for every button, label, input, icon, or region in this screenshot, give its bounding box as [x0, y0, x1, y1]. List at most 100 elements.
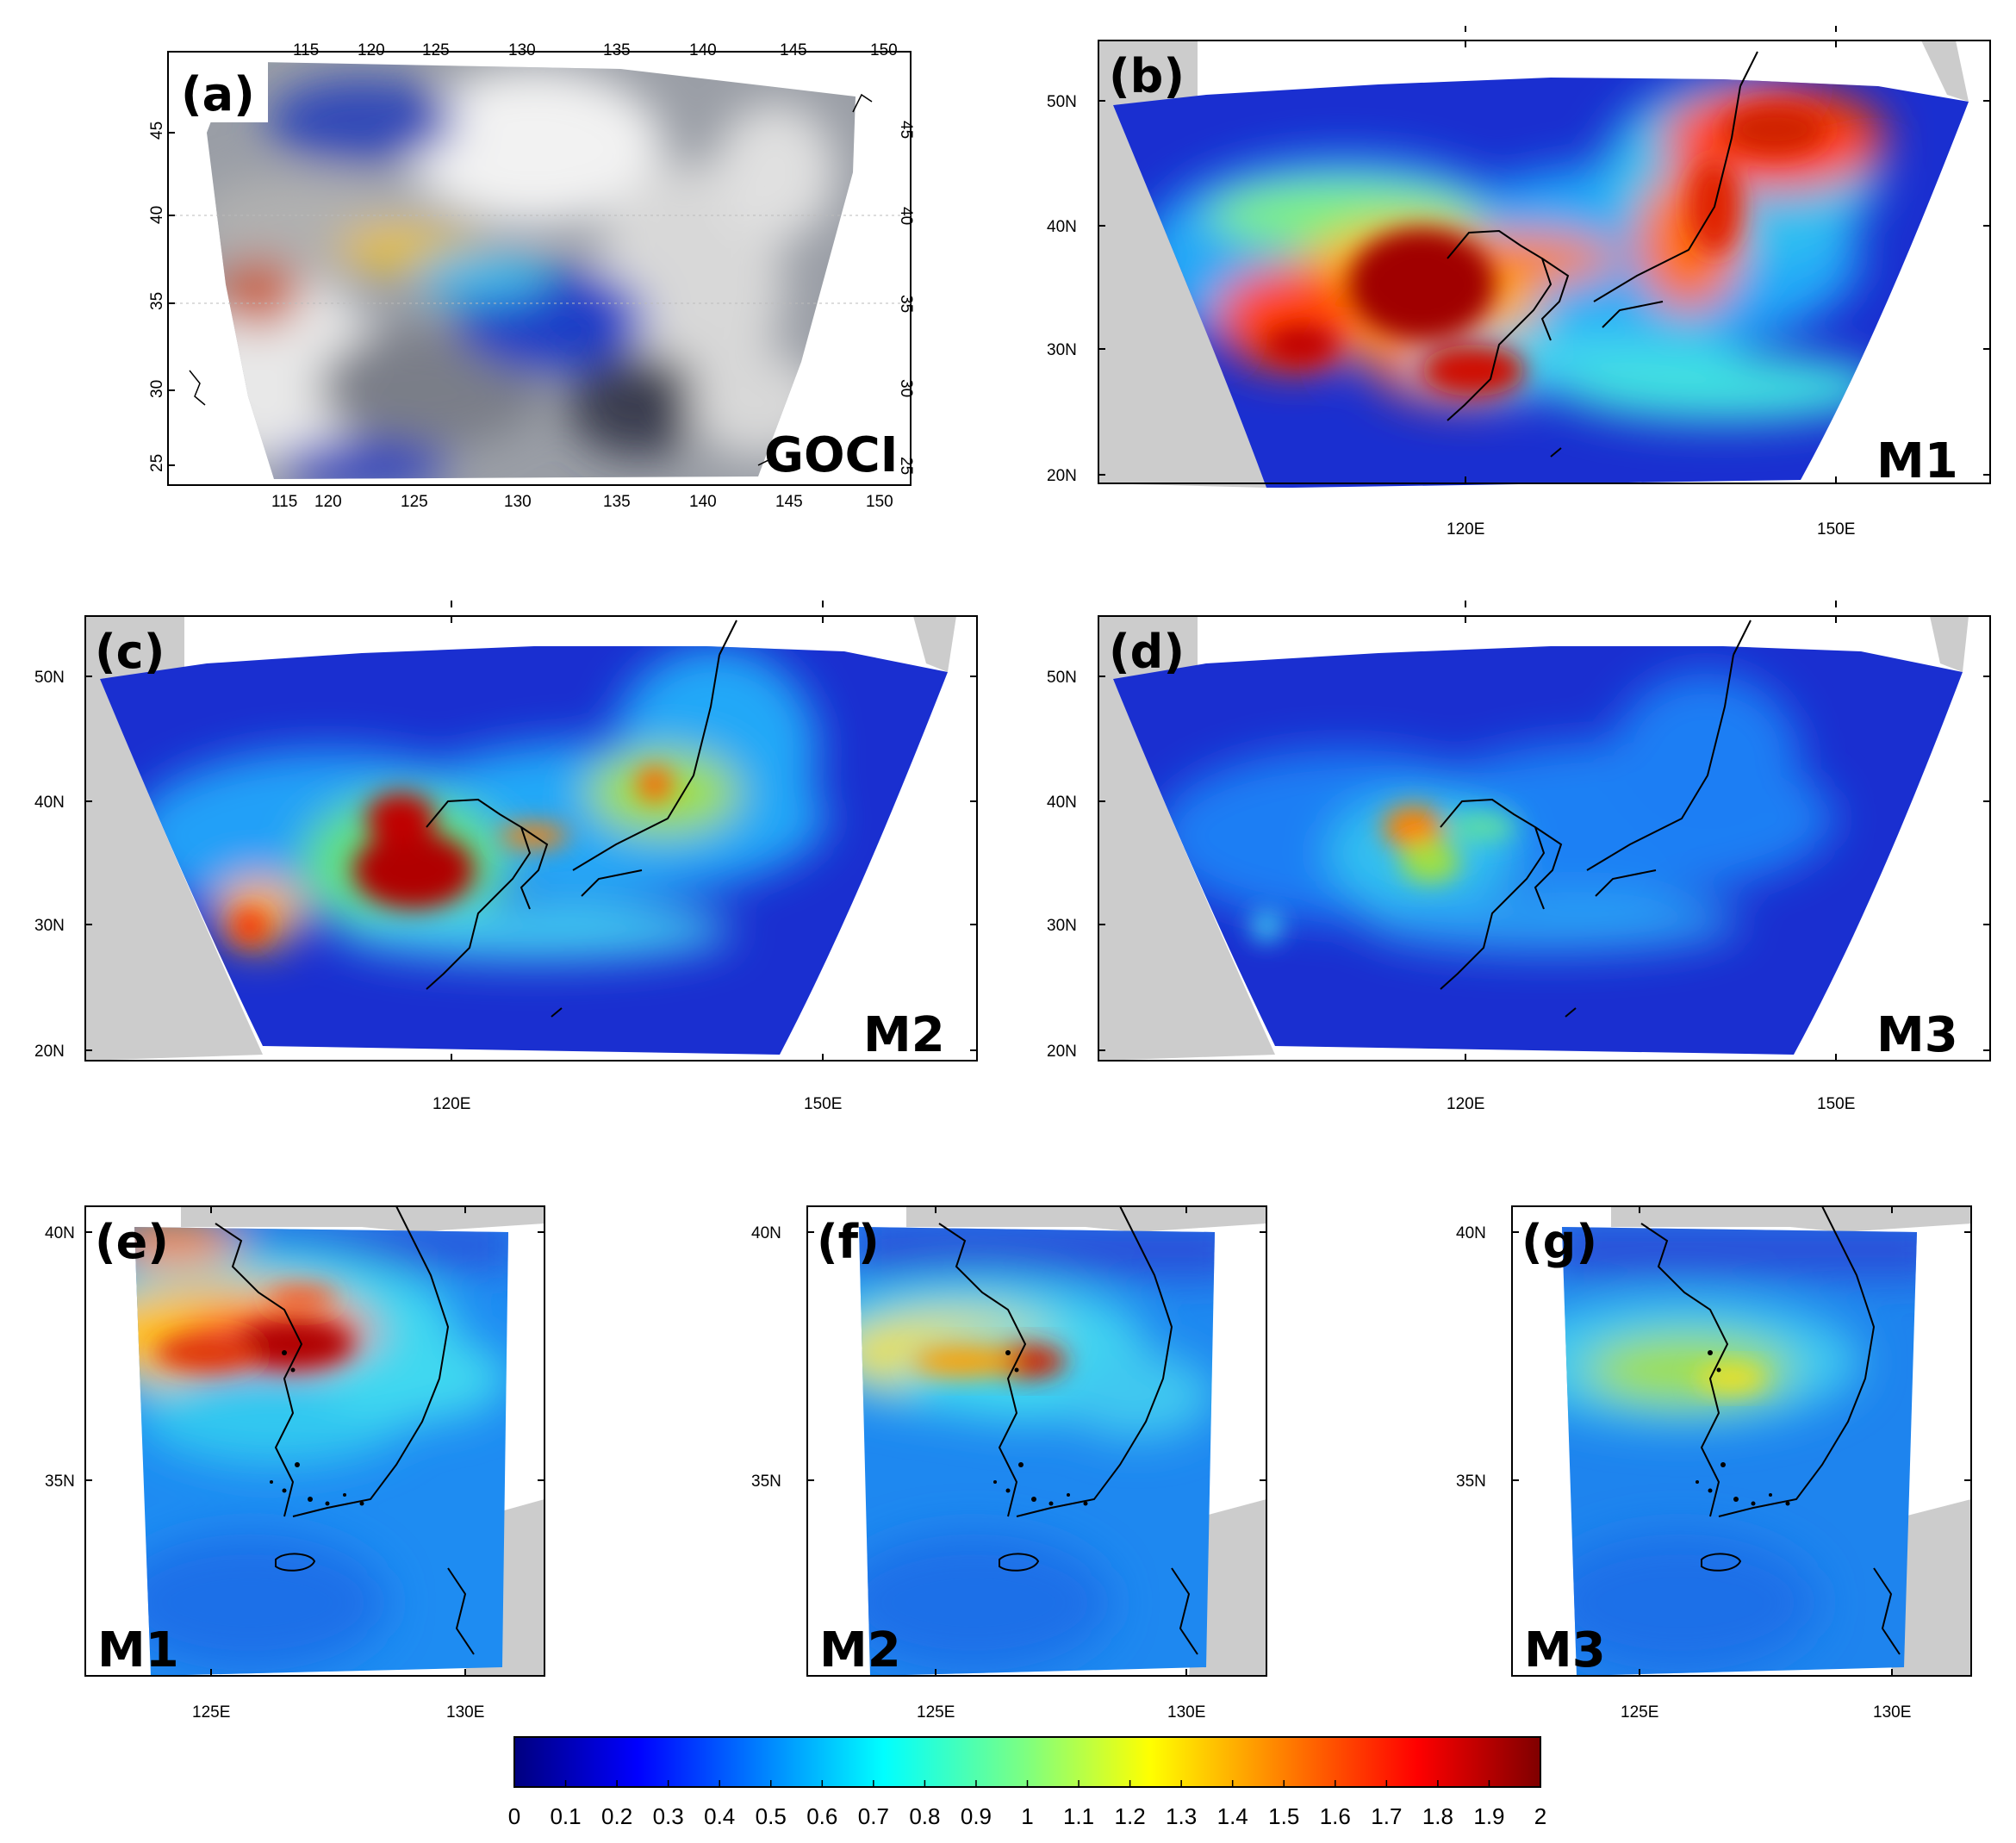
colorbar-tick-label: 1.9 [1473, 1803, 1504, 1829]
panel-c-lat-40n: 40N [34, 794, 65, 812]
panel-g-islands [1696, 1350, 1790, 1506]
panel-a-lat-right-25: 25 [897, 457, 915, 475]
panel-c-title: M2 [863, 1007, 945, 1063]
colorbar-tick-label: 1.4 [1217, 1803, 1248, 1829]
panel-g-lon-125e: 125E [1621, 1703, 1658, 1722]
panel-a-lat-30: 30 [148, 380, 166, 398]
panel-a-lon-top-125: 125 [422, 41, 450, 59]
panel-f-islands [993, 1350, 1088, 1506]
panel-d-label: (d) [1109, 625, 1185, 679]
panel-b-lat-40n: 40N [1047, 218, 1077, 236]
panel-a-lat-40: 40 [148, 206, 166, 224]
panel-f-coastlines [938, 1205, 1198, 1655]
panel-a-lat-right-45: 45 [897, 121, 915, 139]
panel-a-lon-top-135: 135 [603, 41, 631, 59]
colorbar-tick-label: 0.7 [858, 1803, 889, 1829]
panel-f-lon-125e: 125E [917, 1703, 955, 1722]
panel-d-lat-50n: 50N [1047, 669, 1077, 687]
panel-e-aod-field [134, 1227, 508, 1676]
panel-d-lat-40n: 40N [1047, 794, 1077, 812]
colorbar-tick-label: 0.9 [961, 1803, 992, 1829]
colorbar-tick-label: 0.4 [704, 1803, 735, 1829]
panel-e: 40N 35N 125E 130E (e) M1 [45, 1205, 545, 1722]
colorbar-tick-label: 1.1 [1063, 1803, 1094, 1829]
colorbar-tick-label: 1.7 [1371, 1803, 1402, 1829]
colorbar-tick-label: 2 [1534, 1803, 1546, 1829]
panel-d: 50N 40N 30N 20N 120E 150E (d) M3 [1047, 601, 1991, 1113]
panel-c-lon-120e: 120E [432, 1095, 470, 1113]
panel-f-lat-40n: 40N [751, 1224, 781, 1242]
panel-d-frame [1098, 615, 1991, 1062]
panel-e-lat-35n: 35N [45, 1473, 75, 1491]
panel-a-label: (a) [181, 67, 255, 121]
panel-g-label: (g) [1521, 1215, 1597, 1269]
panel-e-lon-130e: 130E [446, 1703, 484, 1722]
panel-f-frame [806, 1205, 1267, 1677]
panel-f: 40N 35N 125E 130E (f) M2 [751, 1205, 1267, 1722]
panel-b-lat-20n: 20N [1047, 467, 1077, 485]
panel-a-lon-bottom-150: 150 [866, 493, 893, 511]
panel-a-lat-right-35: 35 [897, 295, 915, 313]
colorbar-tick-label: 0.3 [653, 1803, 684, 1829]
panel-a-lon-bottom-135: 135 [603, 493, 631, 511]
panel-c: 50N 40N 30N 20N 120E 150E (c) M2 [34, 601, 978, 1113]
panel-c-lat-30n: 30N [34, 917, 65, 935]
panel-a-lon-bottom-125: 125 [401, 493, 428, 511]
panel-a-lon-top-140: 140 [689, 41, 717, 59]
panel-a-lon-top-150: 150 [870, 41, 898, 59]
panel-a-lon-top-120: 120 [358, 41, 385, 59]
panel-a-lon-top-115: 115 [293, 41, 319, 59]
panel-b-lon-120e: 120E [1447, 520, 1484, 539]
panel-c-aod-field [100, 646, 948, 1055]
panel-c-label: (c) [95, 625, 165, 679]
panel-a-lon-bottom-130: 130 [504, 493, 532, 511]
colorbar-tick-label: 0.1 [550, 1803, 581, 1829]
panel-a-lon-top-145: 145 [780, 41, 807, 59]
colorbar-tick-label: 1.6 [1320, 1803, 1351, 1829]
panel-f-lon-130e: 130E [1167, 1703, 1205, 1722]
panel-a-title: GOCI [764, 427, 899, 483]
panel-b-label: (b) [1109, 49, 1185, 103]
panel-g-lat-35n: 35N [1456, 1473, 1486, 1491]
panel-g-lon-130e: 130E [1873, 1703, 1911, 1722]
panel-c-coastlines [426, 620, 737, 1018]
colorbar-tick-label: 1.3 [1166, 1803, 1197, 1829]
panel-b-frame [1098, 40, 1991, 484]
goci-image [207, 62, 856, 479]
panel-d-lat-30n: 30N [1047, 917, 1077, 935]
panel-d-coastlines [1440, 620, 1752, 1018]
panel-a-lon-bottom-115: 115 [271, 493, 297, 511]
panel-c-lat-20n: 20N [34, 1043, 65, 1061]
panel-e-label: (e) [95, 1215, 169, 1269]
panel-d-lon-150e: 150E [1817, 1095, 1855, 1113]
panel-d-aod-field [1113, 646, 1963, 1055]
panel-e-lat-40n: 40N [45, 1224, 75, 1242]
colorbar: 0 0.1 0.2 0.3 0.4 0.5 0.6 0.7 0.8 0.9 1 1.1 1.2 1.3 1.… [508, 1736, 1546, 1829]
panel-a-lon-bottom-120: 120 [314, 493, 342, 511]
panel-f-aod-field [859, 1227, 1215, 1676]
panel-e-coastlines [215, 1205, 475, 1655]
panel-a-lat-right-30: 30 [897, 379, 915, 397]
panel-b-aod-field [1113, 78, 1969, 488]
panel-d-lon-120e: 120E [1447, 1095, 1484, 1113]
panel-f-label: (f) [817, 1215, 880, 1269]
colorbar-tick-label: 1 [1021, 1803, 1033, 1829]
panel-b-lat-50n: 50N [1047, 93, 1077, 111]
panel-e-frame [84, 1205, 545, 1677]
panel-c-frame [84, 615, 978, 1062]
panel-d-title: M3 [1876, 1007, 1958, 1063]
panel-a-lon-bottom-145: 145 [775, 493, 803, 511]
panel-c-lat-50n: 50N [34, 669, 65, 687]
panel-b-lat-30n: 30N [1047, 341, 1077, 359]
colorbar-tick-label: 0 [508, 1803, 520, 1829]
panel-a-lat-45: 45 [148, 121, 166, 140]
panel-b-coastlines [1447, 51, 1758, 458]
colorbar-tick-label: 0.6 [806, 1803, 837, 1829]
panel-b: 50N 40N 30N 20N 120E 150E (b) M1 [1047, 26, 1991, 539]
colorbar-gradient [513, 1736, 1541, 1788]
panel-g-coastlines [1640, 1205, 1901, 1655]
panel-a-lat-25: 25 [148, 454, 166, 472]
panel-g: 40N 35N 125E 130E (g) M3 [1456, 1205, 1972, 1722]
colorbar-tick-label: 0.5 [756, 1803, 787, 1829]
